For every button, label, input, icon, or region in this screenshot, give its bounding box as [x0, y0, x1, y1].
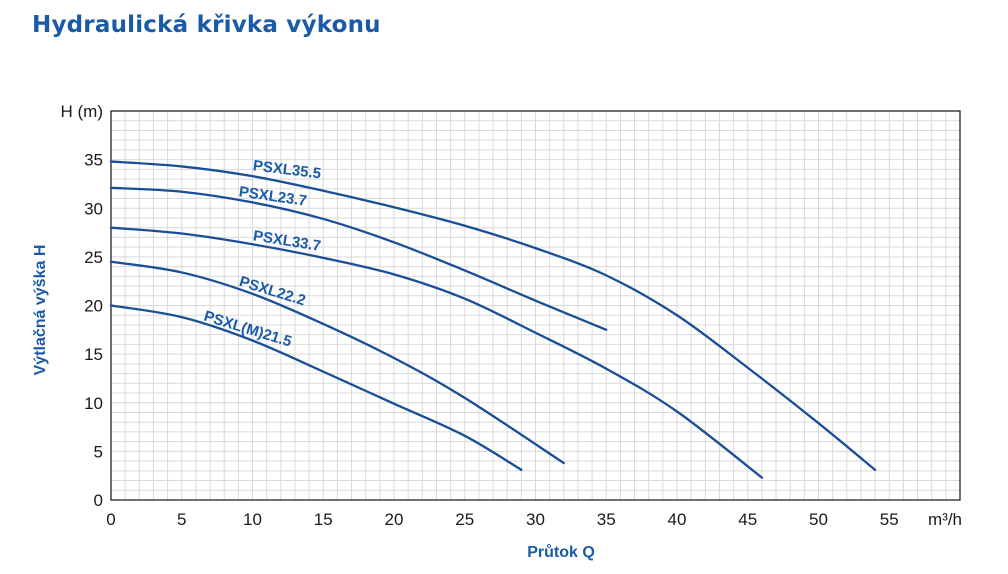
x-axis-title: Průtok Q — [527, 544, 595, 561]
curve-psxl22-2 — [109, 260, 565, 465]
curve-psxl33-7 — [109, 226, 764, 479]
curve-psxl35-5 — [109, 160, 877, 472]
x-tick-label: 25 — [455, 510, 474, 529]
x-tick-label: 20 — [385, 510, 404, 529]
x-tick-label: 5 — [177, 510, 186, 529]
curve-label-psxl22-2: PSXL22.2 — [237, 273, 307, 309]
y-tick-label: 5 — [94, 442, 103, 461]
curve-psxl23-7 — [109, 186, 608, 331]
grid — [110, 110, 961, 501]
x-tick-label: 10 — [243, 510, 262, 529]
x-tick-label: 55 — [880, 510, 899, 529]
y-tick-label: 0 — [94, 491, 103, 510]
page-title: Hydraulická křivka výkonu — [32, 12, 381, 38]
y-axis-title: Výtlačná výška H — [32, 245, 49, 376]
curve-psxl-m-21-5 — [109, 304, 523, 472]
x-tick-label: 50 — [809, 510, 828, 529]
x-tick-label: 0 — [106, 510, 115, 529]
y-axis-unit: H (m) — [61, 102, 103, 121]
x-tick-label: 35 — [597, 510, 616, 529]
x-tick-label: 45 — [738, 510, 757, 529]
x-tick-label: 30 — [526, 510, 545, 529]
y-tick-label: 30 — [84, 199, 103, 218]
y-tick-label: 10 — [84, 394, 103, 413]
x-tick-label: 15 — [314, 510, 333, 529]
x-axis-unit: m³/h — [928, 510, 962, 529]
y-tick-label: 25 — [84, 248, 103, 267]
y-tick-label: 35 — [84, 151, 103, 170]
x-tick-label: 40 — [668, 510, 687, 529]
y-tick-label: 15 — [84, 345, 103, 364]
y-tick-label: 20 — [84, 297, 103, 316]
